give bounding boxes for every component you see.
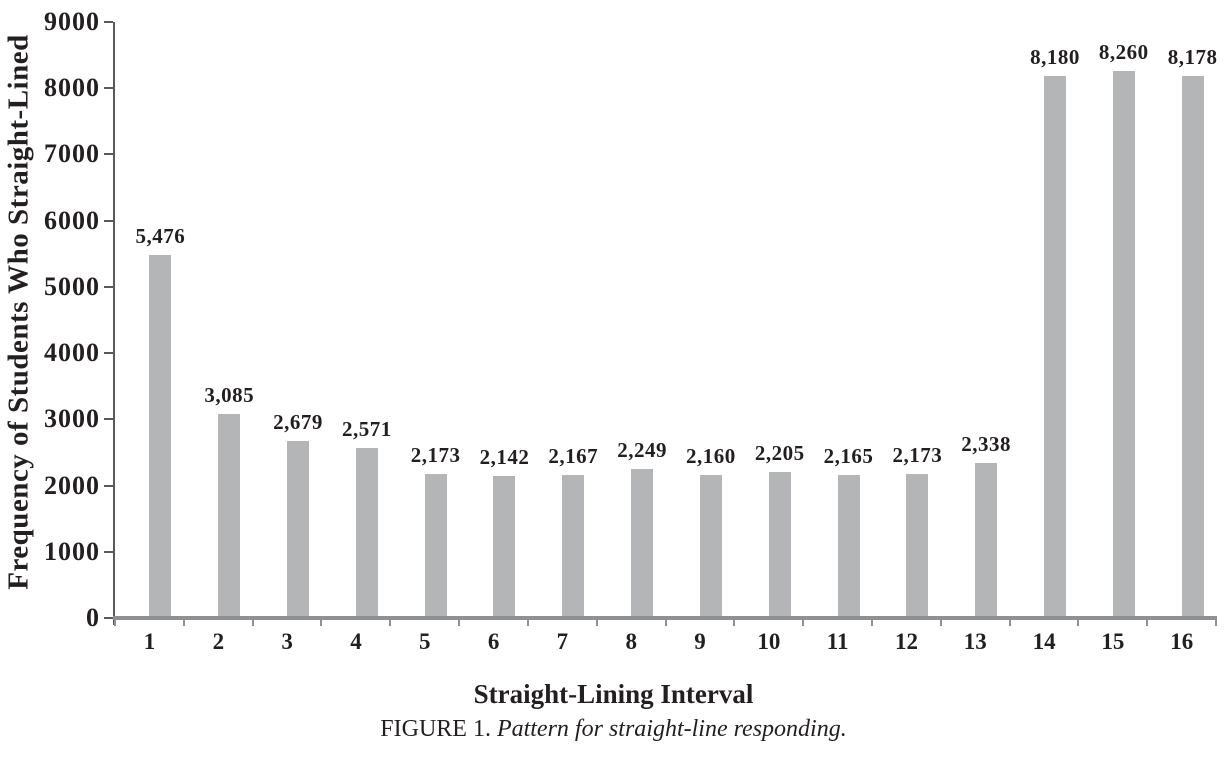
bar	[1112, 71, 1135, 618]
bar-value-label: 8,180	[1030, 45, 1080, 70]
y-tick-label: 1000	[44, 536, 100, 566]
x-tick-label: 11	[826, 629, 849, 654]
y-tick	[104, 219, 113, 222]
y-tick-label: 0	[86, 603, 100, 632]
caption-label: FIGURE 1.	[380, 716, 497, 742]
x-tick-label: 15	[1101, 629, 1125, 654]
bar-value-label: 2,142	[479, 445, 530, 470]
plot-area: 5,476 3,085 2,679 2,571 2,173 2,142 2,167 2,249…	[115, 22, 1218, 618]
x-tick-label: 12	[894, 629, 918, 654]
y-tick-label: 6000	[44, 205, 100, 235]
x-tick-label: 9	[694, 629, 706, 654]
bar	[906, 474, 929, 618]
x-tick	[526, 616, 529, 626]
bar-value-label: 2,249	[617, 438, 667, 463]
x-tick	[802, 616, 805, 626]
bar-value-label: 2,165	[823, 443, 874, 468]
y-tick-label: 9000	[44, 7, 100, 36]
y-tick-label: 2000	[44, 470, 100, 500]
y-tick-label: 3000	[44, 404, 100, 434]
y-tick	[104, 352, 113, 355]
x-tick-label: 10	[757, 629, 781, 654]
caption-text: Pattern for straight-line responding.	[496, 716, 847, 742]
bar-value-label: 3,085	[204, 382, 255, 407]
y-tick-label: 7000	[44, 139, 100, 169]
x-tick	[1008, 616, 1011, 626]
bar	[975, 463, 998, 618]
x-tick	[595, 616, 598, 626]
y-tick	[104, 87, 113, 90]
y-tick	[104, 617, 113, 619]
bar-value-label: 2,173	[410, 443, 461, 468]
x-tick-label: 4	[350, 629, 362, 654]
x-tick	[733, 616, 736, 626]
x-tick-label: 7	[556, 629, 569, 654]
x-tick-label: 16	[1170, 629, 1194, 654]
x-tick	[458, 616, 461, 626]
bar-value-label: 2,173	[892, 443, 943, 468]
y-tick-label: 4000	[44, 338, 100, 368]
x-tick-label: 5	[419, 629, 431, 654]
x-tick	[870, 616, 873, 626]
y-tick	[104, 285, 113, 288]
x-tick-label: 8	[625, 629, 637, 654]
bar	[493, 476, 516, 618]
x-tick-label: 13	[963, 629, 987, 654]
bar-value-label: 2,205	[754, 440, 805, 465]
bar-value-label: 2,338	[961, 432, 1012, 457]
bar	[1043, 76, 1066, 618]
x-tick	[251, 616, 254, 626]
x-tick	[114, 616, 116, 626]
x-tick-label: 14	[1032, 629, 1056, 654]
bar-value-label: 8,260	[1098, 40, 1149, 65]
y-tick-label: 5000	[44, 271, 100, 301]
x-tick	[182, 616, 185, 626]
bar	[837, 474, 860, 618]
bar	[768, 471, 791, 618]
bar-value-label: 2,571	[341, 416, 392, 441]
y-tick-label: 8000	[44, 73, 100, 103]
bar	[1181, 76, 1204, 618]
bar	[562, 474, 585, 618]
bar	[355, 447, 378, 618]
y-tick	[104, 484, 113, 487]
bar	[699, 474, 722, 618]
y-tick	[104, 550, 113, 553]
x-tick	[320, 616, 323, 626]
bar-value-label: 2,160	[686, 443, 736, 468]
x-tick-label: 1	[143, 629, 156, 654]
bar-value-label: 2,679	[273, 409, 323, 434]
x-axis-title: Straight-Lining Interval	[473, 679, 754, 709]
figure-caption: FIGURE 1. Pattern for straight-line resp…	[0, 716, 1227, 743]
y-axis-title: Frequency of Students Who Straight-Lined	[2, 34, 35, 590]
x-tick	[664, 616, 667, 626]
y-tick	[104, 153, 113, 156]
bar-value-label: 8,178	[1167, 45, 1218, 70]
y-axis-line	[113, 22, 115, 625]
bar	[218, 413, 241, 618]
x-tick-label: 6	[487, 629, 500, 654]
y-tick	[104, 21, 113, 23]
x-tick-label: 2	[212, 629, 225, 654]
x-tick	[939, 616, 942, 626]
bar	[287, 440, 310, 618]
x-tick	[1215, 616, 1217, 626]
x-tick	[389, 616, 392, 626]
bar	[424, 474, 447, 618]
x-tick	[1146, 616, 1149, 626]
bar-value-label: 2,167	[548, 443, 599, 468]
bar-value-label: 5,476	[135, 224, 186, 249]
x-tick	[1077, 616, 1080, 626]
x-tick-label: 3	[281, 629, 293, 654]
bar	[149, 255, 172, 618]
y-tick	[104, 418, 113, 421]
bar	[631, 469, 654, 618]
